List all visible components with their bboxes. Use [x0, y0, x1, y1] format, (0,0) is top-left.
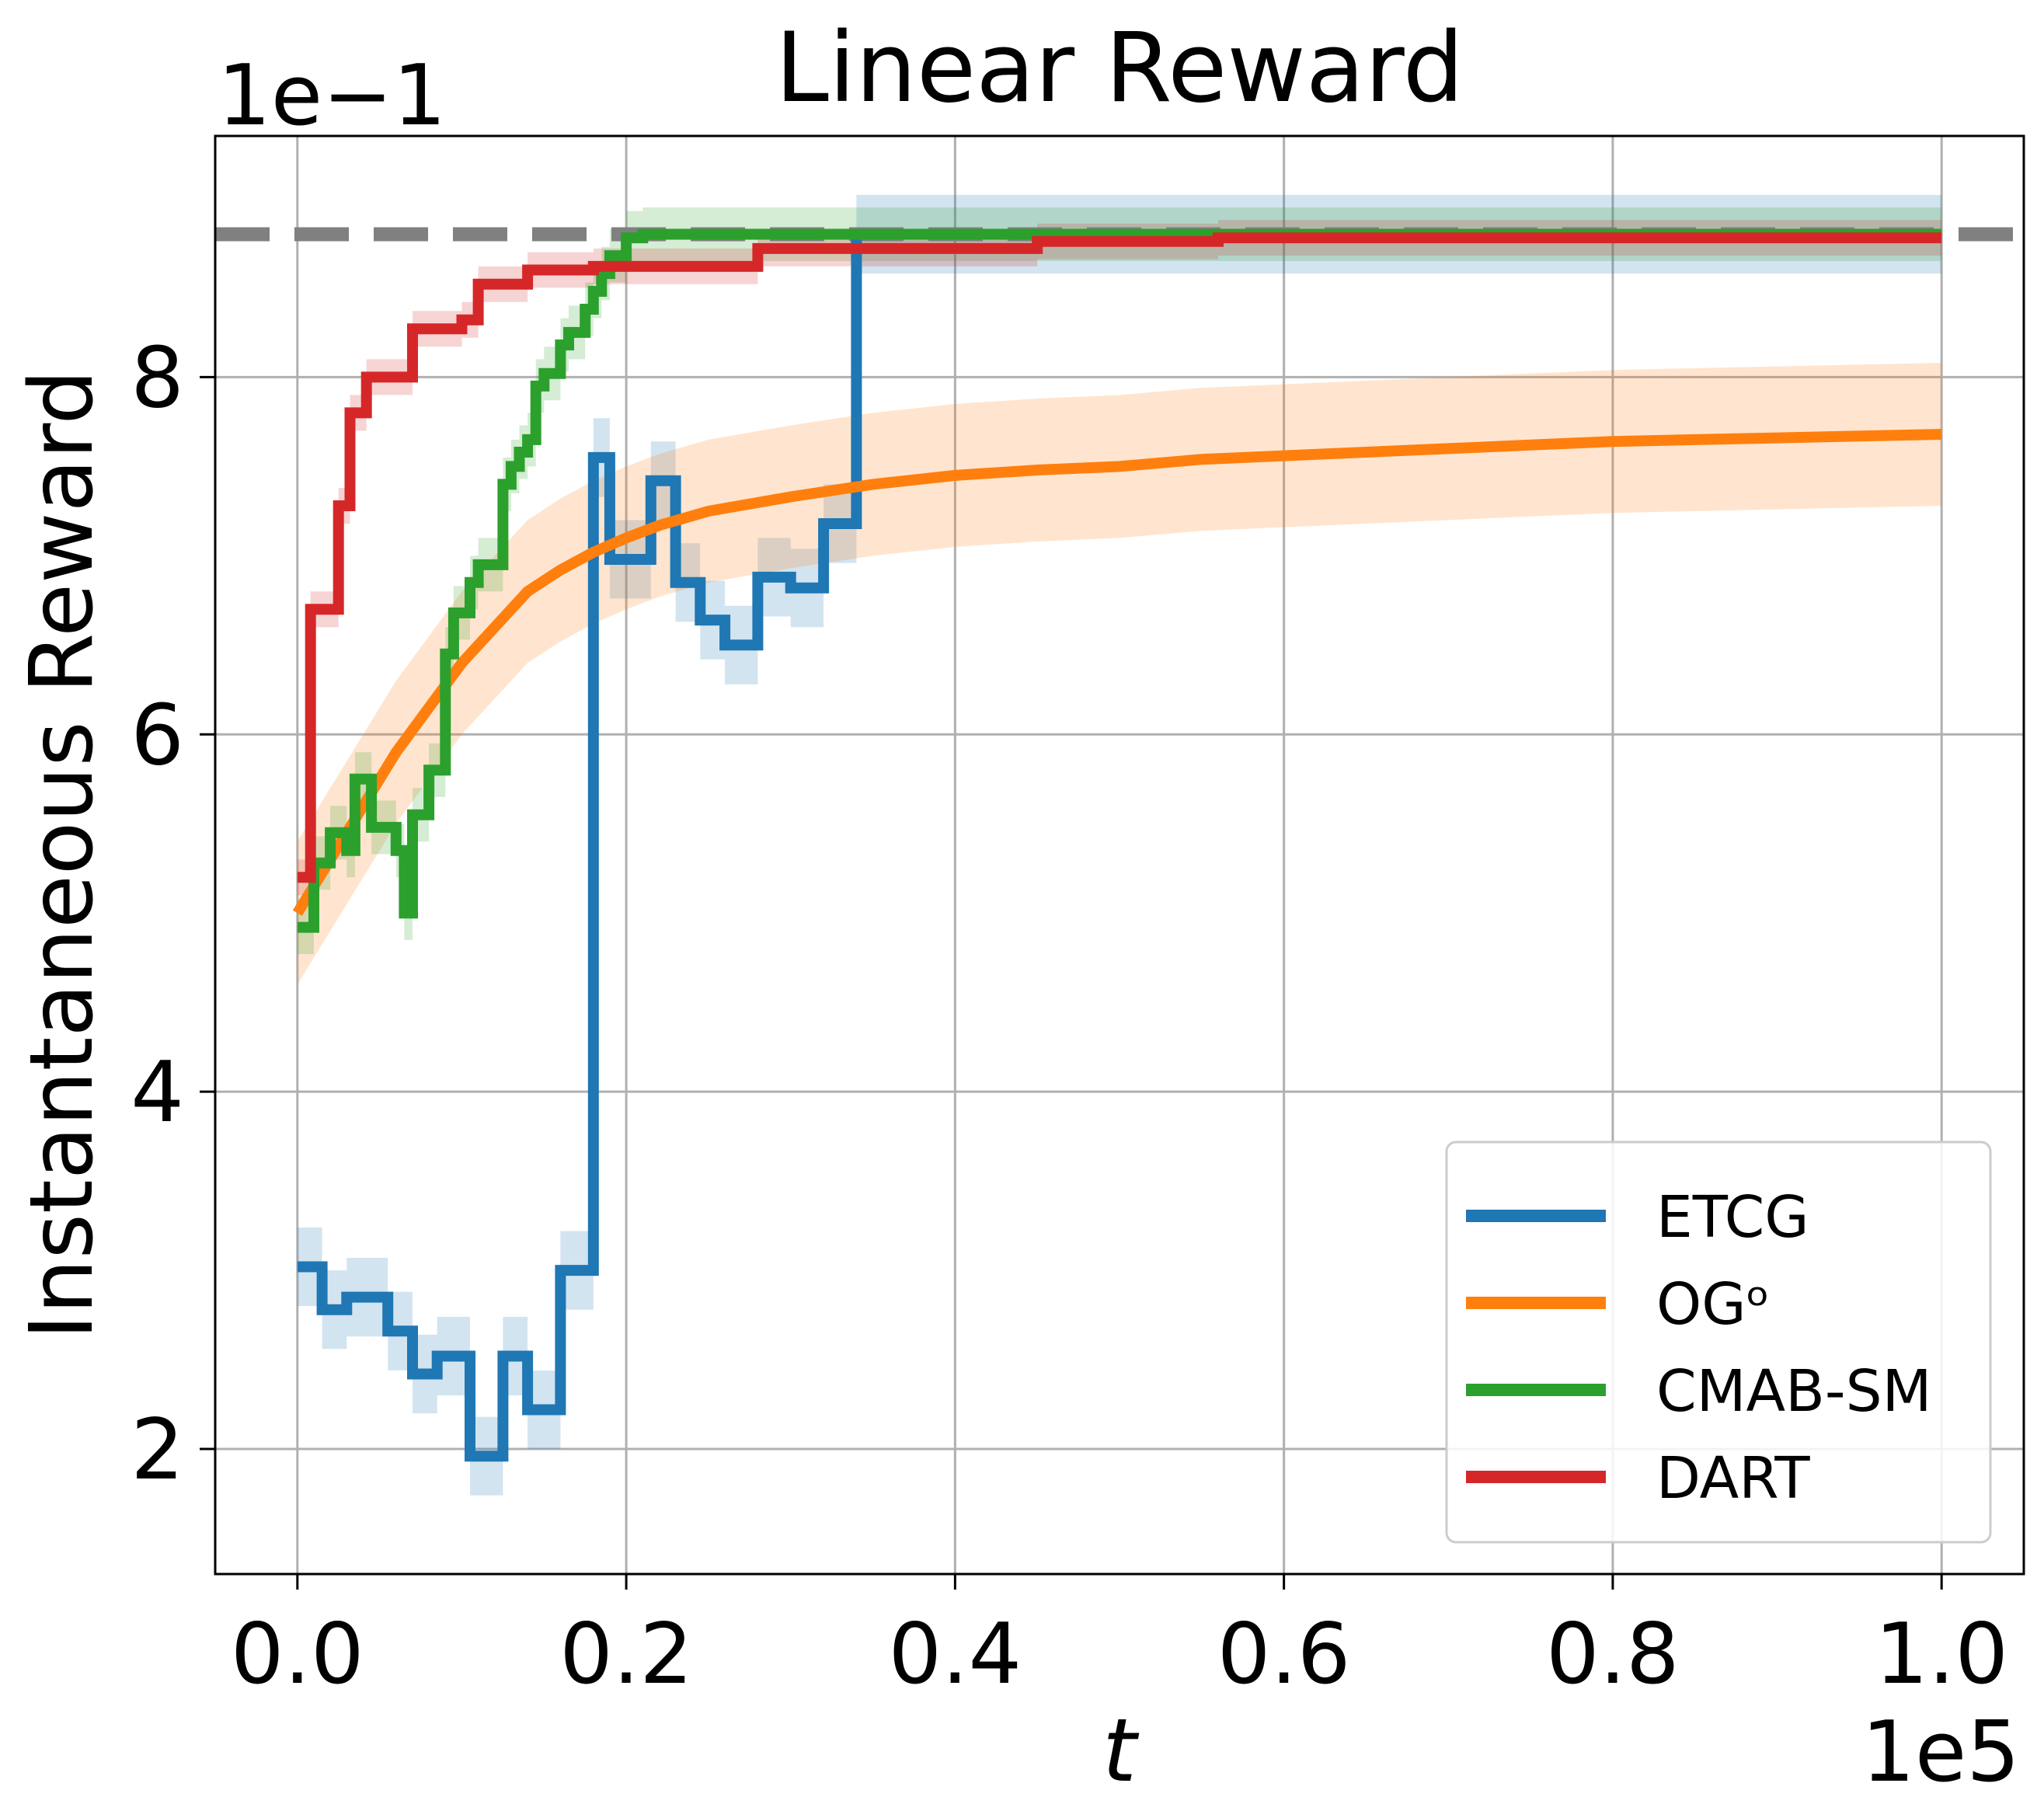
x-tick-label: 0.2	[559, 1606, 693, 1703]
legend: ETCG OGᵒ CMAB-SM DART	[1445, 1141, 1992, 1544]
series-lines	[292, 228, 1942, 1462]
x-axis-ticks: 0.0 0.2 0.4 0.6 0.8 1.0	[231, 1574, 2008, 1703]
x-tick-label: 0.6	[1217, 1606, 1351, 1703]
x-tick-label: 1.0	[1875, 1606, 2008, 1703]
legend-label: OGᵒ	[1656, 1271, 1770, 1338]
plot-frame	[214, 134, 2025, 1576]
y-axis-label: Instantaneous Reward	[12, 370, 113, 1340]
y-tick-label: 4	[131, 1044, 184, 1141]
y-tick-label: 8	[131, 329, 184, 427]
x-tick-label: 0.0	[231, 1606, 364, 1703]
chart-title: Linear Reward	[775, 12, 1464, 124]
legend-box	[1445, 1141, 1992, 1544]
y-axis-ticks: 2 4 6 8	[131, 329, 215, 1499]
og-band	[297, 363, 1942, 985]
legend-label: DART	[1656, 1445, 1810, 1512]
x-offset-label: 1e5	[1861, 1704, 2020, 1801]
y-tick-label: 2	[131, 1402, 184, 1499]
y-offset-label: 1e−1	[218, 47, 446, 145]
legend-label: CMAB-SM	[1656, 1358, 1931, 1425]
x-tick-label: 0.4	[888, 1606, 1022, 1703]
legend-label: ETCG	[1656, 1184, 1809, 1251]
x-tick-label: 0.8	[1546, 1606, 1680, 1703]
y-tick-label: 6	[131, 687, 184, 784]
etcg-band	[297, 194, 1942, 1496]
cmab-sm-line	[297, 228, 1942, 933]
uncertainty-bands	[297, 194, 1942, 1496]
dart-line	[297, 232, 1942, 883]
etcg-line	[297, 228, 1942, 1462]
x-axis-label: t	[1102, 1701, 1140, 1802]
